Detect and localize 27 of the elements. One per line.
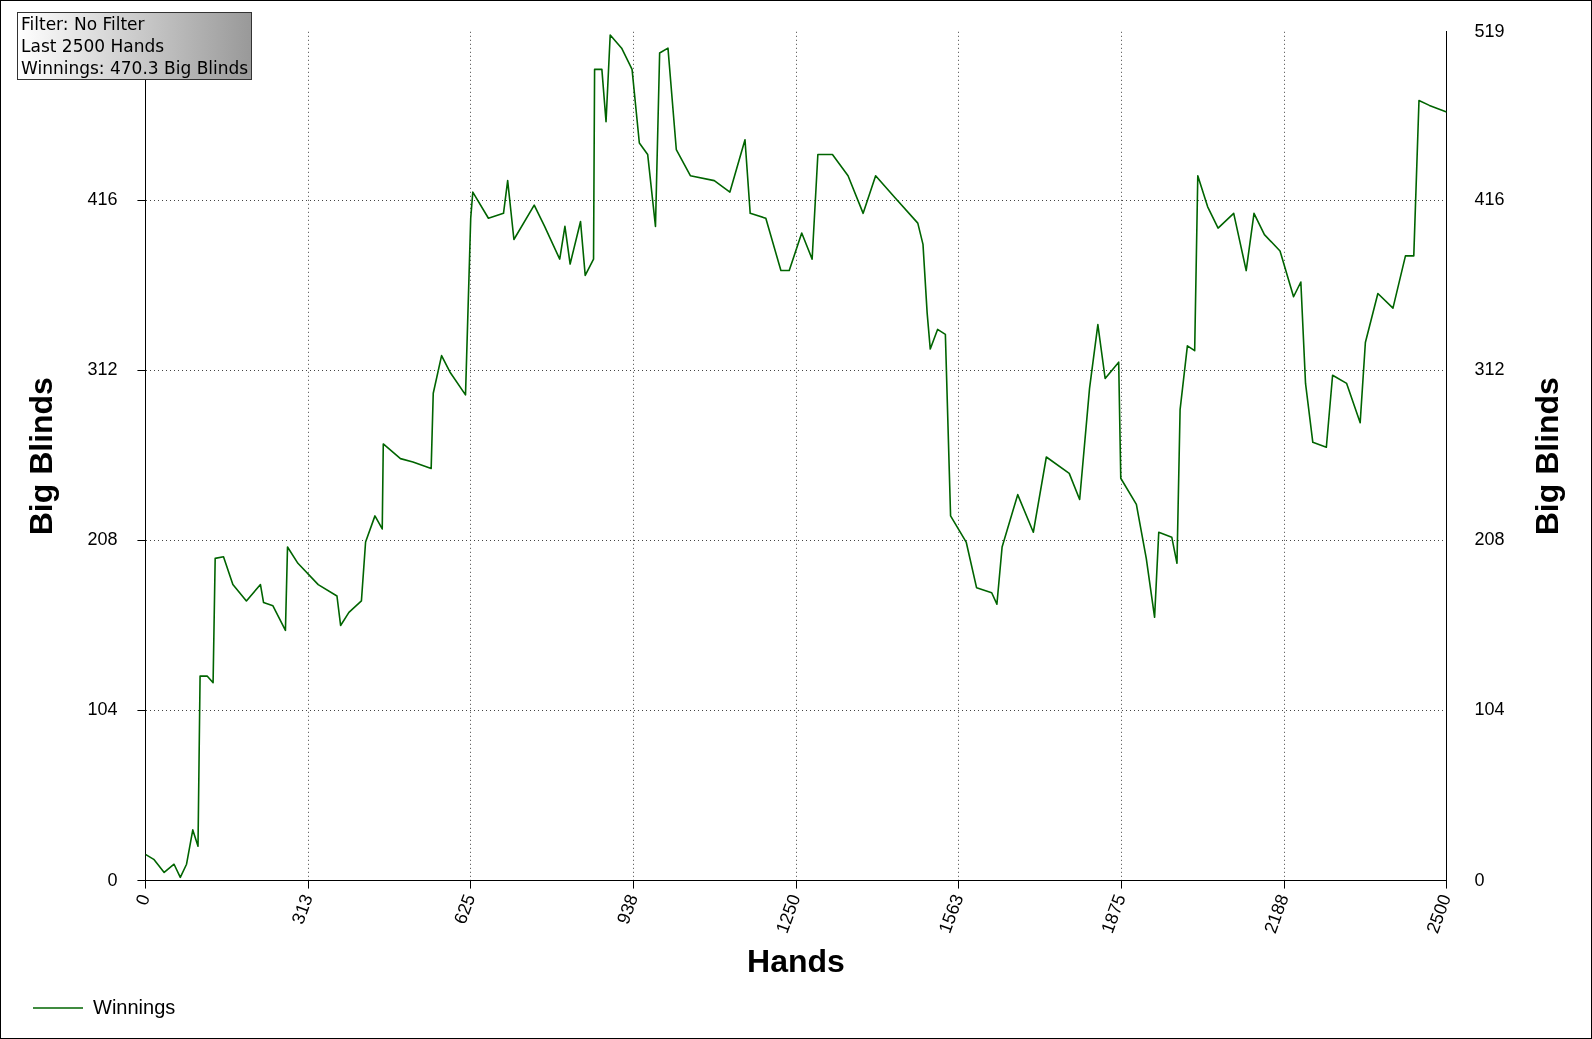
annotation: Winnings: 470.3 Big Blinds: [21, 57, 249, 79]
y2-tick-label: 416: [1474, 189, 1505, 210]
y-axis-title: Big Blinds: [22, 377, 59, 536]
x-axis-title: Hands: [747, 942, 845, 979]
y-tick-label: 312: [87, 359, 118, 380]
x-tick-label: 2500: [1422, 891, 1455, 936]
legend-label: Winnings: [93, 995, 176, 1018]
y-tick-label: 104: [87, 699, 118, 720]
x-tick-label: 1250: [771, 891, 805, 936]
y-tick-label: 0: [107, 869, 118, 890]
y-tick-label: 416: [87, 189, 118, 210]
x-tick-label: 313: [287, 891, 317, 927]
x-tick-label: 1875: [1097, 891, 1130, 936]
y2-axis-title: Big Blinds: [1528, 377, 1565, 536]
x-tick-label: 938: [612, 891, 643, 927]
x-tick-label: 2188: [1260, 891, 1293, 936]
x-tick-label: 0: [131, 891, 154, 908]
y2-tick-label: 312: [1474, 359, 1505, 380]
y2-tick-label: 0: [1474, 869, 1485, 890]
y2-tick-label: 519: [1474, 20, 1505, 41]
x-tick-label: 625: [450, 891, 480, 927]
y-tick-label: 208: [87, 529, 118, 550]
y2-tick-label: 208: [1474, 529, 1505, 550]
x-tick-label: 1563: [934, 891, 968, 936]
text: Filter: No Filter: [21, 13, 146, 35]
y2-tick-label: 104: [1474, 699, 1505, 720]
annotation: Last 2500 Hands: [21, 35, 166, 57]
